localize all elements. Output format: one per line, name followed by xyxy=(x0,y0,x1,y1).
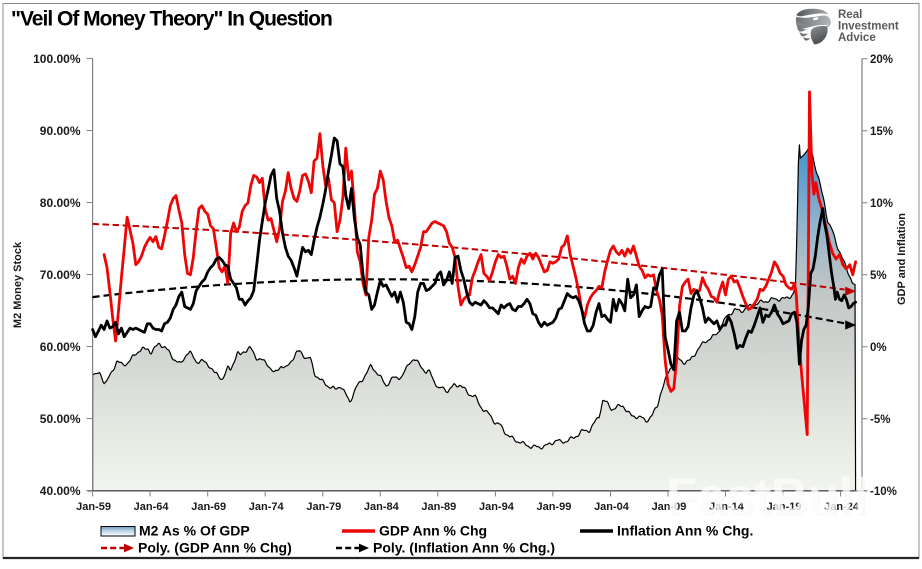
svg-text:FastBull: FastBull xyxy=(667,469,868,526)
svg-text:20%: 20% xyxy=(870,54,893,66)
svg-text:Jan-14: Jan-14 xyxy=(709,501,745,513)
svg-text:50.00%: 50.00% xyxy=(40,412,81,426)
svg-text:Jan-89: Jan-89 xyxy=(421,501,456,513)
svg-text:M2 As % Of GDP: M2 As % Of GDP xyxy=(139,523,250,539)
svg-text:Jan-74: Jan-74 xyxy=(249,501,285,513)
svg-text:Real: Real xyxy=(838,9,862,21)
svg-text:GDP and Inflation: GDP and Inflation xyxy=(896,213,908,305)
svg-text:40.00%: 40.00% xyxy=(40,484,81,498)
svg-text:15%: 15% xyxy=(870,126,893,138)
svg-text:-10%: -10% xyxy=(870,486,897,498)
svg-text:80.00%: 80.00% xyxy=(40,196,81,210)
svg-text:GDP Ann % Chg: GDP Ann % Chg xyxy=(379,523,487,539)
svg-text:0%: 0% xyxy=(870,342,887,354)
svg-text:60.00%: 60.00% xyxy=(40,340,81,354)
svg-text:Jan-04: Jan-04 xyxy=(594,501,630,513)
svg-text:5%: 5% xyxy=(870,270,887,282)
svg-text:100.00%: 100.00% xyxy=(33,52,81,66)
svg-text:FastBull: FastBull xyxy=(666,468,867,525)
svg-text:Jan-84: Jan-84 xyxy=(364,501,400,513)
svg-text:Jan-94: Jan-94 xyxy=(479,501,515,513)
svg-text:10%: 10% xyxy=(870,198,893,210)
svg-text:Inflation Ann % Chg.: Inflation Ann % Chg. xyxy=(617,523,753,539)
svg-text:Jan-24: Jan-24 xyxy=(824,501,860,513)
svg-text:Jan-99: Jan-99 xyxy=(536,501,571,513)
svg-text:Poly. (Inflation Ann % Chg.): Poly. (Inflation Ann % Chg.) xyxy=(373,540,555,556)
svg-text:Jan-64: Jan-64 xyxy=(134,501,170,513)
svg-text:Jan-79: Jan-79 xyxy=(306,501,341,513)
svg-text:Investment: Investment xyxy=(838,20,899,32)
svg-text:70.00%: 70.00% xyxy=(40,268,81,282)
svg-text:Poly. (GDP Ann % Chg): Poly. (GDP Ann % Chg) xyxy=(138,540,292,556)
svg-text:90.00%: 90.00% xyxy=(40,124,81,138)
svg-text:Jan-59: Jan-59 xyxy=(76,501,111,513)
svg-text:Jan-09: Jan-09 xyxy=(652,501,687,513)
svg-text:M2 Money Stock: M2 Money Stock xyxy=(12,241,24,328)
svg-text:-5%: -5% xyxy=(870,414,890,426)
svg-text:Advice: Advice xyxy=(838,32,876,44)
svg-text:Jan-69: Jan-69 xyxy=(191,501,226,513)
svg-text:Jan-19: Jan-19 xyxy=(767,501,802,513)
svg-text:"Veil Of Money Theory" In Ques: "Veil Of Money Theory" In Question xyxy=(11,8,332,31)
